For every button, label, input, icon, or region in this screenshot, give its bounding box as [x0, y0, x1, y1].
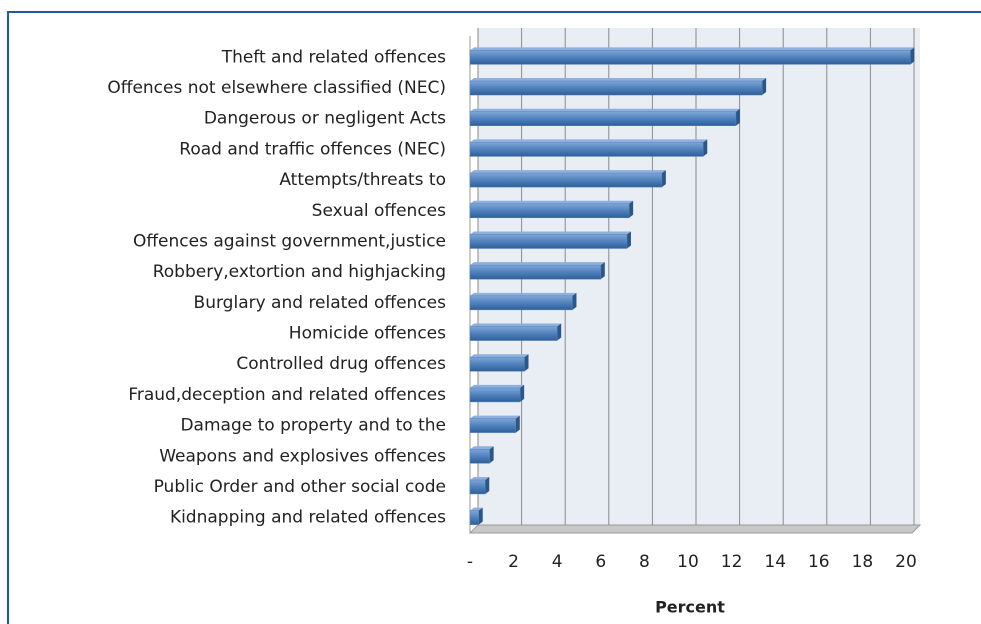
bar-end: [485, 476, 490, 494]
frame: [7, 11, 981, 624]
bar-end: [600, 262, 605, 280]
x-tick-label: -: [467, 552, 473, 572]
x-tick-label: 16: [808, 552, 830, 572]
bar-end: [735, 108, 740, 126]
bar-top: [470, 415, 520, 419]
bar-top: [470, 262, 605, 266]
y-tick-label: Weapons and explosives offences: [159, 446, 446, 466]
bar: [469, 111, 737, 126]
bar: [469, 234, 628, 249]
bar: [469, 356, 525, 372]
bar: [469, 50, 911, 65]
bar: [469, 172, 663, 188]
y-tick-label: Homicide offences: [289, 324, 446, 344]
bar-top: [470, 139, 708, 143]
x-tick-label: 18: [852, 552, 874, 572]
bar-top: [470, 323, 562, 327]
y-tick-label: Controlled drug offences: [236, 354, 446, 374]
bar: [469, 203, 630, 219]
y-tick-label: Fraud,deception and related offences: [128, 385, 446, 405]
bar-end: [524, 354, 529, 372]
bar-end: [557, 323, 562, 341]
bar: [469, 449, 490, 464]
bar-top: [470, 292, 577, 296]
plot-floor: [468, 524, 922, 534]
bar-top: [470, 446, 494, 450]
bar-end: [910, 47, 915, 65]
x-tick-label: 4: [552, 552, 563, 572]
y-tick-label: Offences not elsewhere classified (NEC): [107, 78, 446, 98]
bar-top: [470, 200, 634, 204]
bar: [469, 510, 479, 525]
bar-end: [520, 384, 525, 402]
y-tick-label: Attempts/threats to: [279, 170, 446, 190]
bar-end: [489, 446, 494, 464]
bar-top: [470, 170, 666, 174]
bar: [469, 264, 602, 280]
x-tick-label: 6: [595, 552, 606, 572]
bar-end: [478, 507, 483, 525]
x-tick-label: 8: [639, 552, 650, 572]
x-tick-label: 10: [677, 552, 699, 572]
x-tick-label: 12: [721, 552, 743, 572]
y-tick-label: Theft and related offences: [221, 47, 446, 67]
bar: [469, 326, 558, 341]
x-tick-label: 14: [764, 552, 786, 572]
y-tick-label: Kidnapping and related offences: [170, 508, 446, 528]
bar-end: [629, 200, 634, 218]
y-tick-label: Road and traffic offences (NEC): [179, 139, 446, 159]
bar: [469, 479, 486, 495]
bar-end: [572, 292, 577, 310]
y-tick-label: Offences against government,justice: [133, 231, 446, 251]
bar: [469, 142, 704, 157]
y-tick-label: Public Order and other social code: [154, 477, 446, 497]
y-tick-label: Dangerous or negligent Acts: [204, 109, 446, 129]
bar: [469, 80, 763, 96]
bar-top: [470, 507, 483, 511]
bar-end: [661, 170, 666, 188]
x-axis-label: Percent: [655, 598, 725, 617]
x-tick-label: 20: [895, 552, 917, 572]
bar-top: [470, 231, 631, 235]
x-tick-label: 2: [508, 552, 519, 572]
bar: [469, 418, 517, 433]
y-tick-label: Burglary and related offences: [194, 293, 447, 313]
bar-top: [470, 476, 490, 480]
bar-end: [626, 231, 631, 249]
bar-top: [470, 108, 740, 112]
y-tick-label: Robbery,extortion and highjacking: [153, 262, 446, 282]
bar-top: [470, 384, 525, 388]
y-tick-label: Sexual offences: [312, 201, 446, 221]
bar: [469, 295, 573, 311]
y-tick-label: Damage to property and to the: [180, 416, 446, 436]
bar-top: [470, 78, 767, 82]
bar-top: [470, 354, 529, 358]
bar-end: [703, 139, 708, 157]
bar-end: [762, 78, 767, 96]
bar: [469, 387, 521, 403]
bar-end: [515, 415, 520, 433]
bar-top: [470, 47, 915, 51]
